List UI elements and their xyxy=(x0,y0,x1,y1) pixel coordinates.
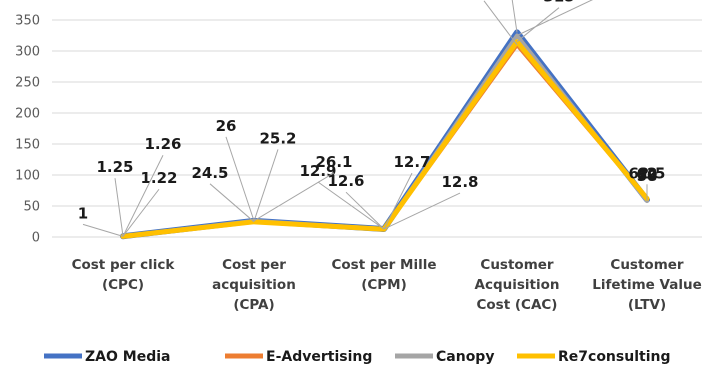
data-label: 24.5 xyxy=(191,164,228,182)
data-label: 60 xyxy=(637,166,658,184)
legend-label: E-Advertising xyxy=(266,349,372,365)
leader-line xyxy=(225,136,255,222)
data-label: 1.25 xyxy=(96,158,133,176)
legend-label: ZAO Media xyxy=(85,349,170,365)
y-tick-label: 300 xyxy=(15,45,40,60)
y-tick-label: 50 xyxy=(23,200,40,215)
series-line-e-advertising xyxy=(121,42,649,239)
leader-line xyxy=(82,223,124,237)
series-line-re7consulting xyxy=(120,39,650,239)
x-category-label: Customer Acquisition Cost (CAC) xyxy=(475,257,560,313)
data-label: 1.26 xyxy=(144,135,181,153)
data-label: 26 xyxy=(216,117,237,135)
y-tick-label: 250 xyxy=(15,76,40,91)
leader-line xyxy=(317,181,385,230)
data-label: 58 xyxy=(637,167,658,185)
x-category-label: Customer Lifetime Value (LTV) xyxy=(592,257,701,313)
y-tick-label: 150 xyxy=(15,138,40,153)
y-tick-label: 200 xyxy=(15,107,40,122)
leader-line xyxy=(122,154,164,237)
data-label: 25.2 xyxy=(259,129,296,147)
data-label: 1.22 xyxy=(140,169,177,187)
x-category-label: Cost per Mille (CPM) xyxy=(331,257,436,293)
data-label: 315 xyxy=(543,0,574,6)
x-category-label: Cost per acquisition (CPA) xyxy=(212,257,296,313)
data-label: 62.5 xyxy=(628,164,665,182)
leader-line xyxy=(511,0,518,33)
legend-label: Re7consulting xyxy=(558,349,670,365)
data-label: 1 xyxy=(78,204,88,222)
data-label: 62 xyxy=(637,165,658,183)
leader-line xyxy=(253,172,335,222)
leader-line xyxy=(253,149,279,222)
leader-line xyxy=(122,188,160,237)
leader-line xyxy=(383,192,461,230)
leader-line xyxy=(483,0,518,46)
data-label: 12.8 xyxy=(441,173,478,191)
y-tick-label: 0 xyxy=(32,231,40,246)
leader-line xyxy=(345,191,385,230)
leader-line xyxy=(383,172,413,230)
leader-line xyxy=(516,7,560,43)
x-category-label: Cost per click (CPC) xyxy=(72,257,176,293)
leader-line xyxy=(114,178,124,237)
leader-line xyxy=(516,0,594,36)
data-label: 26.1 xyxy=(315,153,352,171)
data-label: 12.6 xyxy=(327,172,364,190)
y-tick-label: 100 xyxy=(15,169,40,184)
data-label: 12.7 xyxy=(393,153,430,171)
y-tick-label: 350 xyxy=(15,14,40,29)
data-label: 12.9 xyxy=(299,162,336,180)
leader-line xyxy=(209,183,255,223)
legend-label: Canopy xyxy=(436,349,494,365)
